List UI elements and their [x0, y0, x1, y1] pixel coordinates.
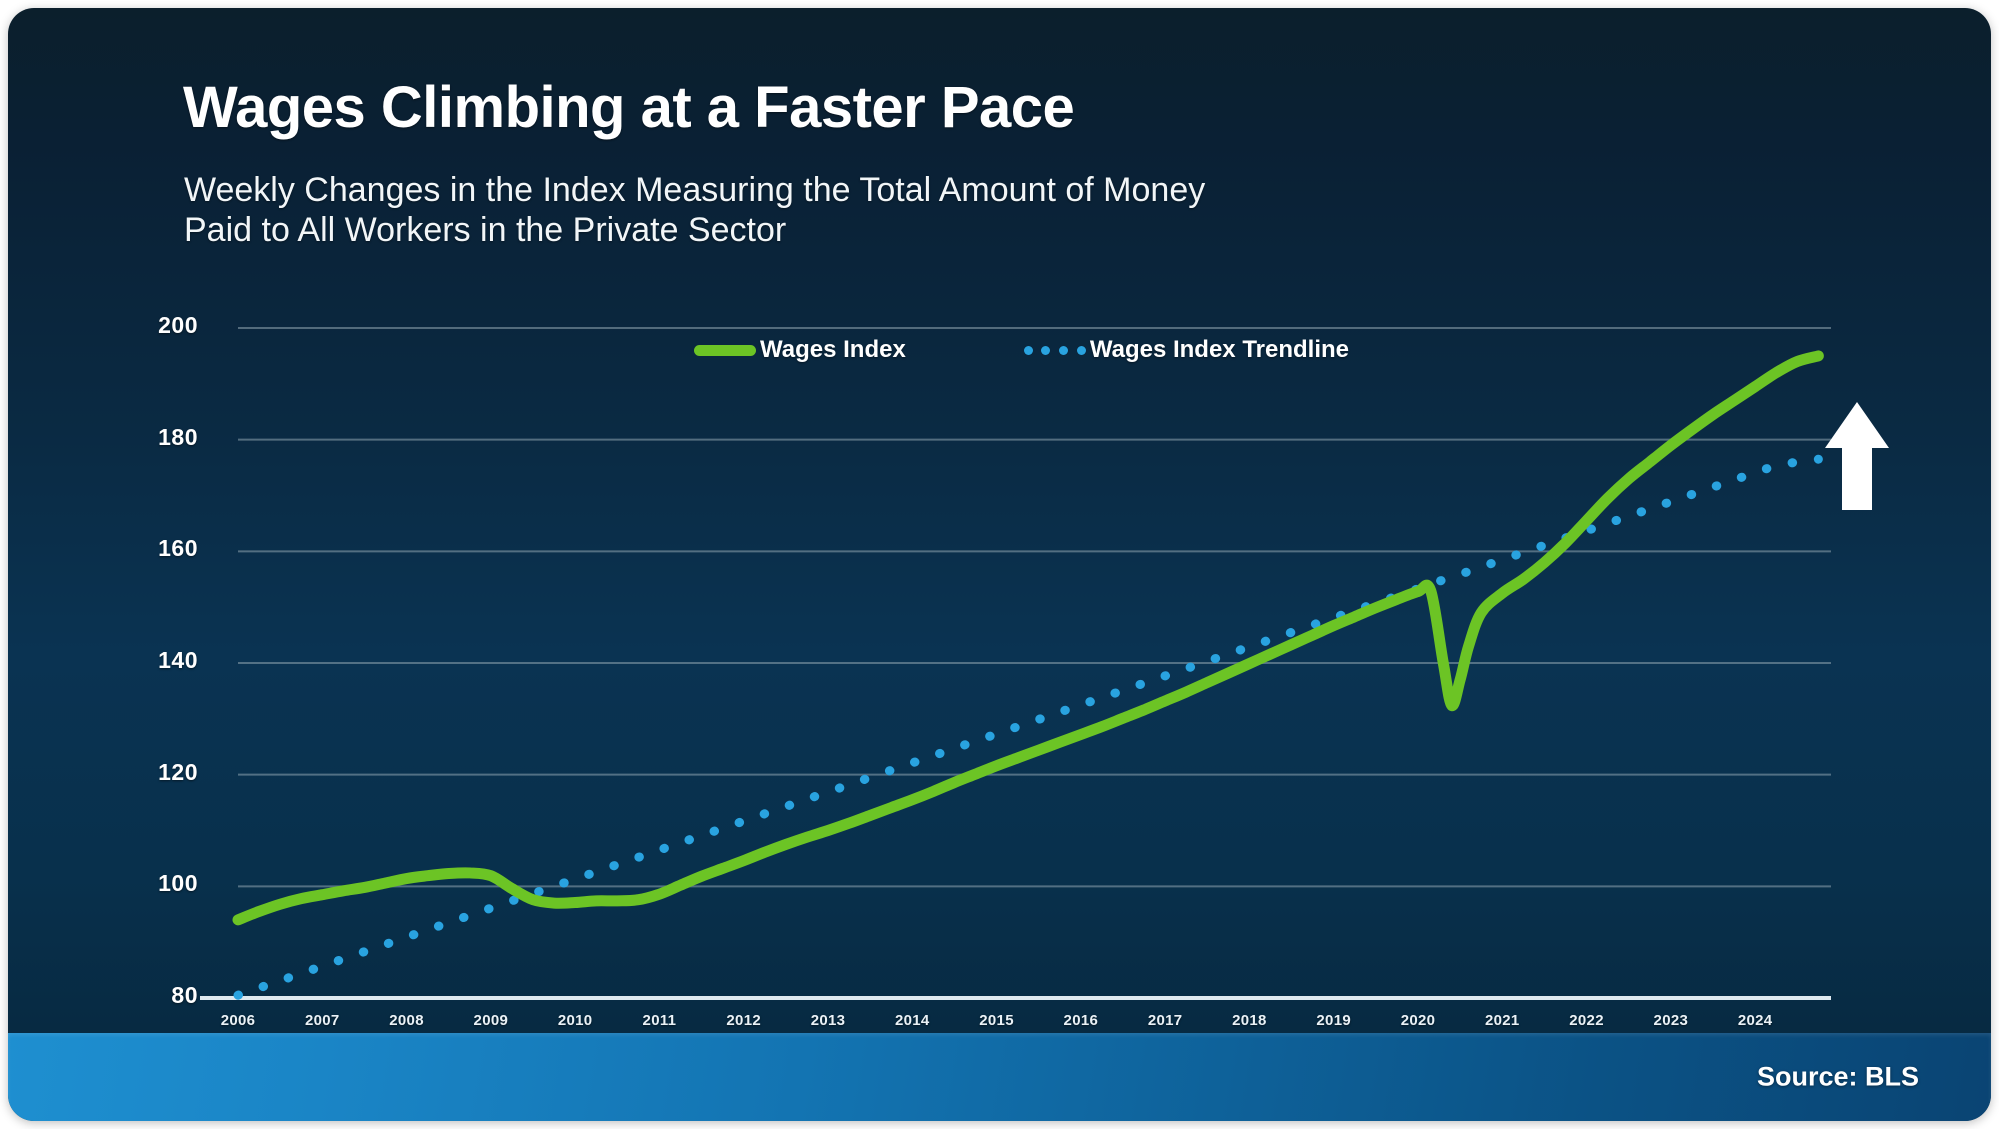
legend-item-wages-index[interactable]: Wages Index — [694, 336, 906, 364]
subtitle-line-2: Paid to All Workers in the Private Secto… — [184, 210, 787, 249]
x-axis-tick-2014: 2014 — [894, 1012, 930, 1029]
x-axis-tick-2024: 2024 — [1737, 1012, 1773, 1029]
page-title: Wages Climbing at a Faster Pace — [183, 75, 1075, 140]
x-axis-tick-2009: 2009 — [473, 1012, 509, 1029]
legend-swatch-solid-line-icon — [694, 344, 756, 356]
y-axis-tick-160: 160 — [158, 535, 198, 562]
chart-plot-area: 80 100 120 140 160 180 200 2006 2007 2008 2009 201… — [8, 298, 1991, 1029]
footer-bar: Source: BLS — [8, 1033, 1991, 1121]
series-line-wages-index-trendline — [233, 454, 1823, 1000]
x-axis-tick-2013: 2013 — [810, 1012, 846, 1029]
y-axis-tick-80: 80 — [171, 982, 198, 1008]
chart-legend: Wages Index Wages Index Trendline — [694, 336, 1349, 364]
y-axis-tick-140: 140 — [158, 647, 198, 673]
wages-index-line-chart — [200, 327, 1889, 1000]
x-axis-tick-2015: 2015 — [979, 1012, 1014, 1029]
x-axis-tick-2011: 2011 — [642, 1012, 677, 1029]
x-axis-tick-2018: 2018 — [1232, 1012, 1267, 1029]
infographic-card: Wages Climbing at a Faster Pace Weekly C… — [8, 8, 1991, 1121]
x-axis-tick-2022: 2022 — [1569, 1012, 1604, 1029]
x-axis-tick-2016: 2016 — [1063, 1012, 1099, 1029]
series-line-wages-index — [232, 350, 1824, 926]
x-axis-tick-2010: 2010 — [557, 1012, 593, 1029]
x-axis-tick-2021: 2021 — [1484, 1012, 1520, 1029]
x-axis-tick-2019: 2019 — [1316, 1012, 1351, 1029]
x-axis-tick-2023: 2023 — [1653, 1012, 1689, 1029]
y-axis-tick-180: 180 — [158, 423, 198, 450]
legend-label-wages-index-trendline: Wages Index Trendline — [1089, 336, 1349, 363]
y-axis-tick-100: 100 — [158, 870, 198, 897]
x-axis-tick-2012: 2012 — [726, 1012, 761, 1029]
x-axis-tick-2017: 2017 — [1147, 1012, 1183, 1029]
x-axis-tick-2007: 2007 — [304, 1012, 340, 1029]
page-subtitle: Weekly Changes in the Index Measuring th… — [184, 171, 1205, 251]
y-axis-tick-120: 120 — [158, 758, 198, 785]
y-axis-tick-200: 200 — [158, 312, 198, 338]
legend-item-wages-index-trendline[interactable]: Wages Index Trendline — [1023, 336, 1349, 364]
x-axis-tick-2008: 2008 — [389, 1012, 424, 1029]
source-label: Source: BLS — [1756, 1061, 1919, 1092]
x-axis-tick-2020: 2020 — [1400, 1012, 1436, 1029]
chart-gridlines — [238, 327, 1831, 888]
legend-label-wages-index: Wages Index — [760, 336, 906, 363]
subtitle-line-1: Weekly Changes in the Index Measuring th… — [184, 171, 1206, 209]
x-axis-tick-2006: 2006 — [220, 1012, 256, 1029]
legend-swatch-dotted-line-icon — [1023, 345, 1086, 356]
up-arrow-icon — [1825, 402, 1889, 510]
